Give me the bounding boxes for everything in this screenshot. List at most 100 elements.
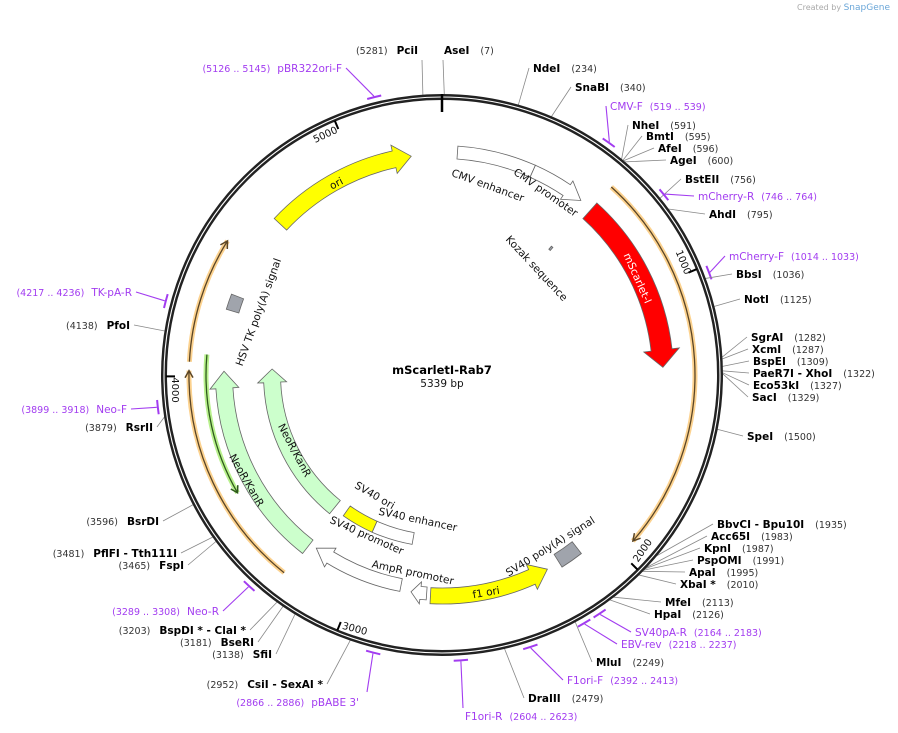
enzyme-site-mfei[interactable]: MfeI (2113) (665, 597, 734, 609)
enzyme-site-csii-sexai[interactable]: (2952) CsiI - SexAI * (207, 679, 324, 691)
enzyme-site-bseri[interactable]: (3181) BseRI (180, 637, 254, 649)
primer-binding-mark[interactable] (156, 399, 160, 415)
enzyme-site-paer7i-xhoi[interactable]: PaeR7I - XhoI (1322) (753, 368, 875, 380)
enzyme-site-snabi[interactable]: SnaBI (340) (575, 82, 646, 94)
unlabeled-feature-arc[interactable] (186, 239, 230, 362)
hsv-tk-poly-a-signal-feature[interactable] (225, 293, 245, 314)
enzyme-site-bsrdi[interactable]: (3596) BsrDI (86, 516, 159, 528)
tick-mark (336, 621, 342, 631)
leader-line (721, 360, 750, 367)
primer-binding-mark[interactable] (366, 94, 382, 100)
site-position: (2479) (572, 694, 604, 705)
primer-ebv-rev[interactable]: EBV-rev (2218 .. 2237) (621, 639, 737, 651)
enzyme-site-nhei[interactable]: NheI (591) (632, 120, 696, 132)
enzyme-site-pcii[interactable]: (5281) PciI (356, 45, 418, 57)
primer-binding-mark[interactable] (577, 618, 591, 628)
site-position: (5126 .. 5145) (202, 64, 270, 75)
enzyme-site-bsteii[interactable]: BstEII (756) (685, 174, 756, 186)
enzyme-site-xcmi[interactable]: XcmI (1287) (752, 344, 824, 356)
primer-cmv-f[interactable]: CMV-F (519 .. 539) (610, 101, 706, 113)
primer-binding-mark[interactable] (602, 137, 616, 148)
primer-binding-mark[interactable] (163, 293, 169, 309)
leader-line (162, 504, 194, 522)
primer-mcherry-r[interactable]: mCherry-R (746 .. 764) (698, 191, 817, 203)
leader-line (721, 372, 749, 398)
unlabeled-feature-arc-core (188, 370, 285, 574)
enzyme-site-rsrii[interactable]: (3879) RsrII (85, 422, 153, 434)
enzyme-site-saci[interactable]: SacI (1329) (752, 392, 819, 404)
enzyme-site-bbvci-bpu10i[interactable]: BbvCI - Bpu10I (1935) (717, 519, 847, 531)
kozak-sequence-feature[interactable] (548, 245, 554, 252)
primer-sv40pa-r[interactable]: SV40pA-R (2164 .. 2183) (635, 627, 762, 639)
site-position: (234) (571, 64, 597, 75)
enzyme-site-asei[interactable]: AseI (7) (444, 45, 494, 57)
enzyme-site-pflfi-tth111i[interactable]: (3481) PflFI - Tth111I (53, 548, 177, 560)
enzyme-site-ndei[interactable]: NdeI (234) (533, 63, 597, 75)
leader-line (503, 647, 525, 699)
site-position: (1125) (780, 295, 812, 306)
primer-f1ori-r[interactable]: F1ori-R (2604 .. 2623) (465, 711, 577, 723)
primer-mcherry-f[interactable]: mCherry-F (1014 .. 1033) (729, 251, 859, 263)
enzyme-site-eco53ki[interactable]: Eco53kI (1327) (753, 380, 842, 392)
enzyme-site-xbai[interactable]: XbaI * (2010) (680, 579, 758, 591)
enzyme-site-acc65i[interactable]: Acc65I (1983) (711, 531, 793, 543)
leader-line (605, 105, 610, 142)
enzyme-site-bbsi[interactable]: BbsI (1036) (736, 269, 804, 281)
site-name: pBABE 3' (311, 697, 359, 709)
site-name: BsrDI (127, 516, 159, 528)
primer-pbr322ori-f[interactable]: (5126 .. 5145) pBR322ori-F (202, 63, 342, 75)
sv40-promoter-feature[interactable] (315, 547, 403, 592)
site-position: (2866 .. 2886) (236, 698, 304, 709)
enzyme-site-pspomi[interactable]: PspOMI (1991) (697, 555, 784, 567)
enzyme-site-draiii[interactable]: DraIII (2479) (528, 693, 603, 705)
neor-kanr-feature[interactable] (256, 368, 341, 515)
primer-binding-mark[interactable] (243, 580, 256, 592)
enzyme-site-bmti[interactable]: BmtI (595) (646, 131, 710, 143)
primer-binding-mark[interactable] (593, 608, 607, 619)
enzyme-site-fspi[interactable]: (3465) FspI (119, 560, 184, 572)
enzyme-site-spei[interactable]: SpeI (1500) (747, 431, 816, 443)
enzyme-site-noti[interactable]: NotI (1125) (744, 294, 812, 306)
primer-neo-r[interactable]: (3289 .. 3308) Neo-R (112, 606, 219, 618)
site-name: F1ori-F (567, 675, 603, 687)
enzyme-site-mlui[interactable]: MluI (2249) (596, 657, 664, 669)
site-position: (519 .. 539) (650, 102, 706, 113)
leader-line (530, 647, 564, 681)
ori-feature[interactable] (273, 144, 412, 231)
cmv-promoter-feature[interactable] (529, 164, 582, 201)
enzyme-site-afei[interactable]: AfeI (596) (658, 143, 718, 155)
primer-binding-mark[interactable] (365, 649, 381, 656)
site-name: KpnI (704, 543, 731, 555)
sv40-poly-a-signal-feature[interactable] (553, 541, 582, 568)
neor-kanr-feature[interactable] (209, 370, 314, 555)
enzyme-site-hpai[interactable]: HpaI (2126) (654, 609, 724, 621)
enzyme-site-apai[interactable]: ApaI (1995) (689, 567, 758, 579)
primer-f1ori-f[interactable]: F1ori-F (2392 .. 2413) (567, 675, 678, 687)
leader-lines-layer (130, 59, 750, 709)
enzyme-site-pfoi[interactable]: (4138) PfoI (66, 320, 130, 332)
primer-binding-mark[interactable] (705, 265, 713, 280)
primer-neo-f[interactable]: (3899 .. 3918) Neo-F (21, 404, 127, 416)
site-name: Neo-F (96, 404, 127, 416)
primer-binding-mark[interactable] (658, 188, 670, 201)
leader-line (643, 547, 701, 570)
primer-pbabe-3[interactable]: (2866 .. 2886) pBABE 3' (236, 697, 359, 709)
enzyme-site-agei[interactable]: AgeI (600) (670, 155, 733, 167)
unlabeled-feature-arrowhead-icon (230, 485, 239, 495)
sv40-ori-feature[interactable] (342, 505, 378, 533)
enzyme-site-ahdi[interactable]: AhdI (795) (709, 209, 773, 221)
primer-binding-mark[interactable] (522, 643, 538, 651)
primer-tk-pa-r[interactable]: (4217 .. 4236) TK-pA-R (16, 287, 132, 299)
enzyme-site-sfii[interactable]: (3138) SfiI (212, 649, 272, 661)
enzyme-site-bspdi-clai[interactable]: (3203) BspDI * - ClaI * (119, 625, 247, 637)
enzyme-site-sgrai[interactable]: SgrAI (1282) (751, 332, 826, 344)
primer-binding-mark[interactable] (453, 658, 469, 662)
site-position: (5281) (356, 46, 388, 57)
enzyme-site-bspei[interactable]: BspEI (1309) (753, 356, 828, 368)
mscarlet-i-feature[interactable] (582, 202, 681, 368)
site-position: (2126) (692, 610, 724, 621)
enzyme-site-kpni[interactable]: KpnI (1987) (704, 543, 774, 555)
f1-ori-feature[interactable] (429, 563, 548, 605)
leader-line (517, 67, 530, 106)
ampr-promoter-feature[interactable] (410, 580, 428, 606)
